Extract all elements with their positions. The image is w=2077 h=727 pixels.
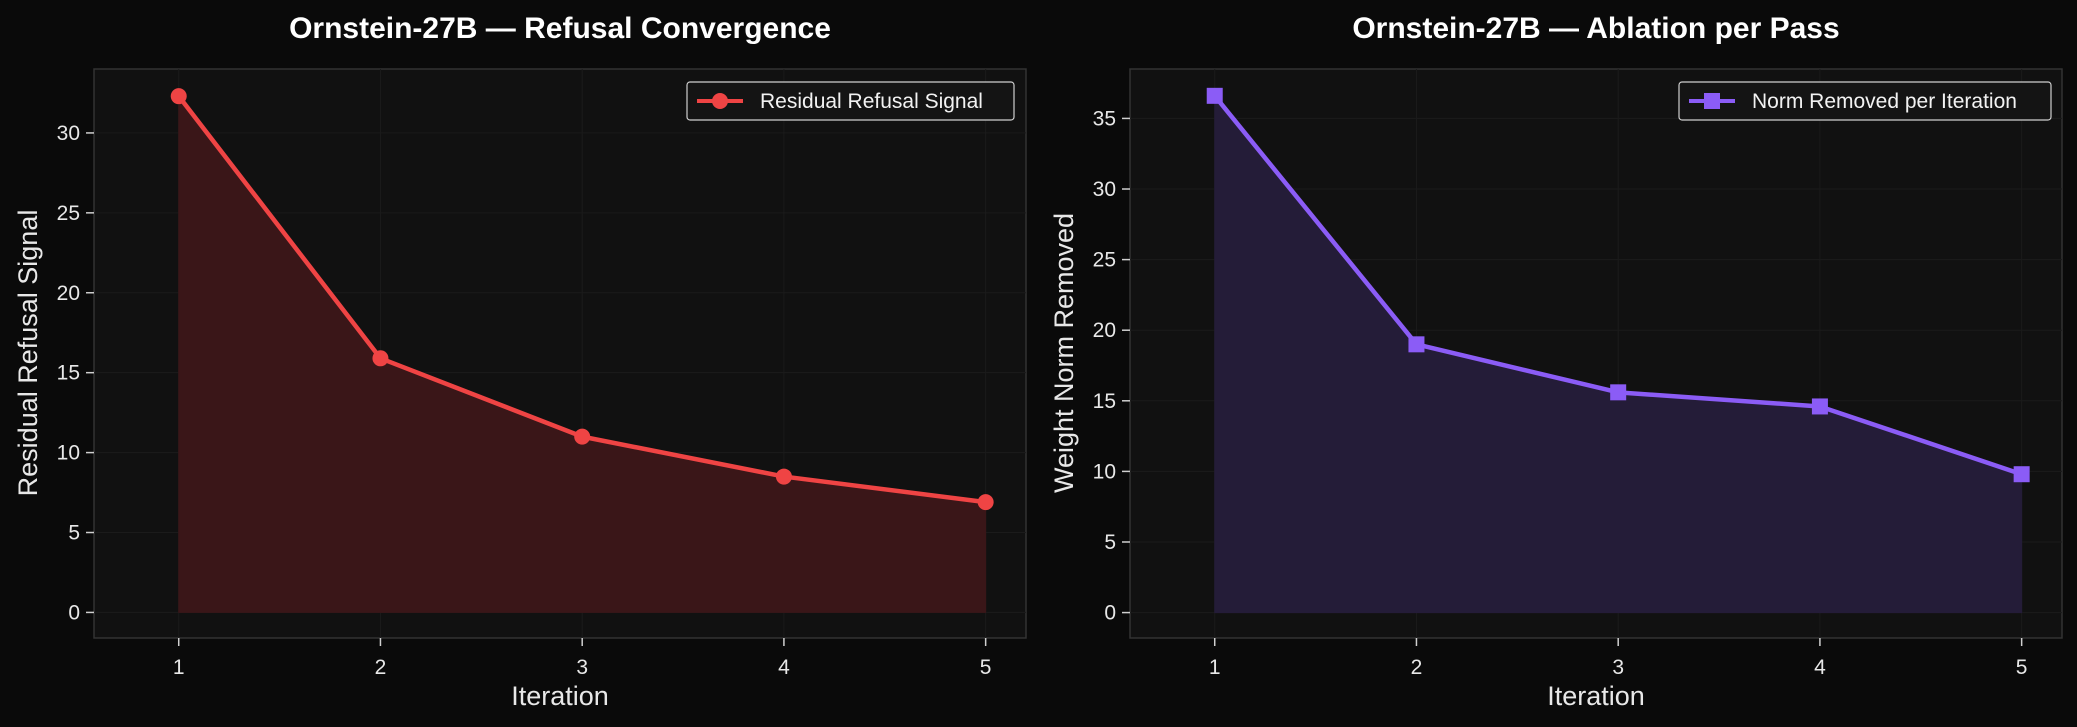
legend-marker [712, 93, 728, 109]
y-axis-ticks: 0 5 10 15 20 25 30 35 [1093, 107, 1130, 625]
chart-ablation-per-pass: 0 5 10 15 20 25 30 35 1 2 3 4 5 Ornstein-27B — Abla… [1049, 12, 2063, 711]
x-tick-label: 3 [576, 656, 588, 679]
data-point [1408, 336, 1425, 353]
series-markers [170, 88, 994, 511]
data-point [775, 468, 792, 485]
data-point [372, 350, 389, 367]
legend: Norm Removed per Iteration [1678, 81, 2052, 121]
x-tick-label: 2 [375, 656, 387, 679]
y-axis-label: Weight Norm Removed [1049, 213, 1079, 493]
data-point [977, 494, 994, 511]
legend-marker-shape [1704, 93, 1720, 109]
data-point [1206, 87, 1223, 104]
y-tick-label: 10 [57, 442, 80, 465]
legend-marker-shape [712, 93, 728, 109]
x-tick-label: 4 [778, 656, 790, 679]
y-tick-label: 10 [1093, 460, 1116, 483]
x-tick-label: 1 [1209, 656, 1221, 679]
x-axis-ticks: 1 2 3 4 5 [173, 638, 992, 679]
data-point [2013, 466, 2030, 483]
chart-title: Ornstein-27B — Refusal Convergence [289, 12, 831, 45]
y-tick-label: 5 [1104, 531, 1116, 554]
data-point [170, 88, 187, 105]
legend-label: Residual Refusal Signal [760, 90, 983, 113]
y-tick-label: 5 [68, 522, 80, 545]
x-tick-label: 1 [173, 656, 185, 679]
x-tick-label: 3 [1612, 656, 1624, 679]
series-markers [1206, 87, 2030, 483]
y-tick-label: 15 [57, 362, 80, 385]
x-axis-label: Iteration [1547, 681, 1645, 711]
legend-box [686, 81, 1015, 121]
chart-title: Ornstein-27B — Ablation per Pass [1352, 12, 1839, 45]
y-tick-label: 20 [1093, 319, 1116, 342]
legend-marker [1704, 93, 1720, 109]
chart-refusal-convergence: 0 5 10 15 20 25 30 1 2 3 4 5 Ornstein-27B — Refusa… [13, 12, 1027, 711]
y-tick-label: 0 [68, 601, 80, 624]
x-tick-label: 5 [2016, 656, 2028, 679]
x-axis-label: Iteration [511, 681, 609, 711]
legend-box [1678, 81, 2052, 121]
data-point [574, 428, 591, 445]
y-axis-ticks: 0 5 10 15 20 25 30 [57, 122, 94, 624]
y-tick-label: 30 [1093, 178, 1116, 201]
data-point [1610, 384, 1627, 401]
y-tick-label: 25 [1093, 249, 1116, 272]
y-tick-label: 15 [1093, 390, 1116, 413]
y-tick-label: 25 [57, 202, 80, 225]
y-tick-label: 35 [1093, 107, 1116, 130]
legend-label: Norm Removed per Iteration [1752, 90, 2017, 113]
x-tick-label: 4 [1814, 656, 1826, 679]
x-tick-label: 5 [980, 656, 992, 679]
legend: Residual Refusal Signal [686, 81, 1015, 121]
data-point [1811, 398, 1828, 415]
y-tick-label: 20 [57, 282, 80, 305]
x-axis-ticks: 1 2 3 4 5 [1209, 638, 2028, 679]
y-axis-label: Residual Refusal Signal [13, 210, 43, 497]
x-tick-label: 2 [1411, 656, 1423, 679]
y-tick-label: 30 [57, 122, 80, 145]
y-tick-label: 0 [1104, 602, 1116, 625]
